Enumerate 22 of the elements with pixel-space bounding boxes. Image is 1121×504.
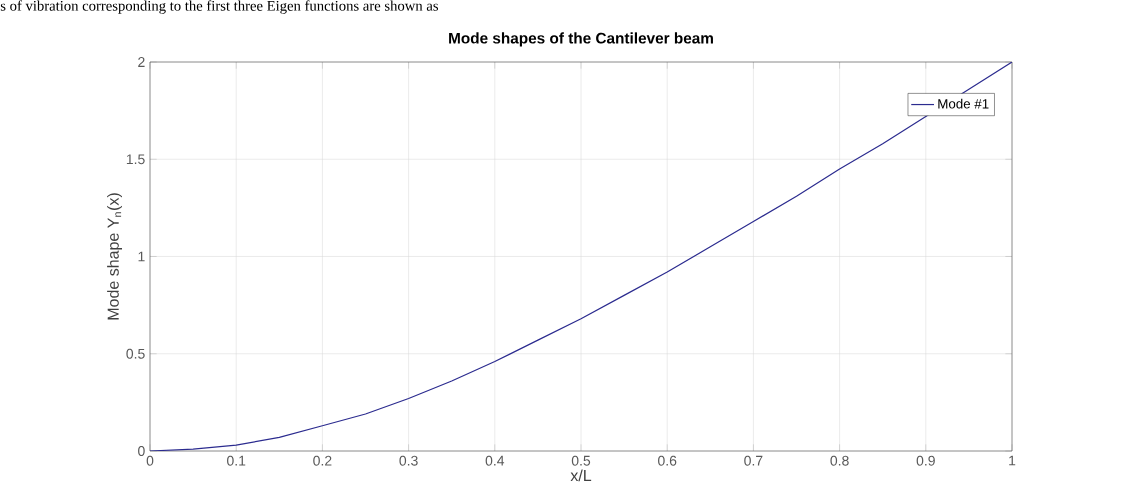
legend-label: Mode #1	[938, 98, 989, 109]
y-axis-title: Mode shape Y$_{n}$(x)	[107, 193, 123, 320]
x-axis-title: x/L	[570, 469, 592, 482]
x-tick-label: 0.9	[916, 455, 935, 466]
chart-title: Mode shapes of the Cantilever beam	[449, 32, 713, 47]
y-tick-label: 0	[138, 446, 145, 456]
y-tick-label: 1.5	[126, 154, 145, 165]
text: s of vibration corresponding to the first three Eigen functions are shown as	[0, 0, 439, 14]
y-tick-label: 1	[138, 251, 145, 262]
x-tick-label: 0.3	[399, 455, 418, 466]
y-tick-label: 0.5	[126, 348, 145, 359]
x-tick-label: 0.5	[571, 455, 591, 466]
x-tick-label: 0.2	[313, 455, 332, 466]
x-tick-label: 0.7	[744, 455, 763, 466]
x-tick-label: 0.1	[227, 455, 246, 466]
x-tick-label: 0	[146, 455, 154, 466]
x-tick-label: 0.8	[830, 455, 849, 466]
x-tick-label: 0.6	[658, 455, 677, 466]
line-series	[150, 62, 1013, 451]
x-tick-label: 0.4	[485, 455, 505, 466]
x-tick-label: 1	[1009, 455, 1016, 466]
y-tick-label: 2	[138, 57, 145, 67]
